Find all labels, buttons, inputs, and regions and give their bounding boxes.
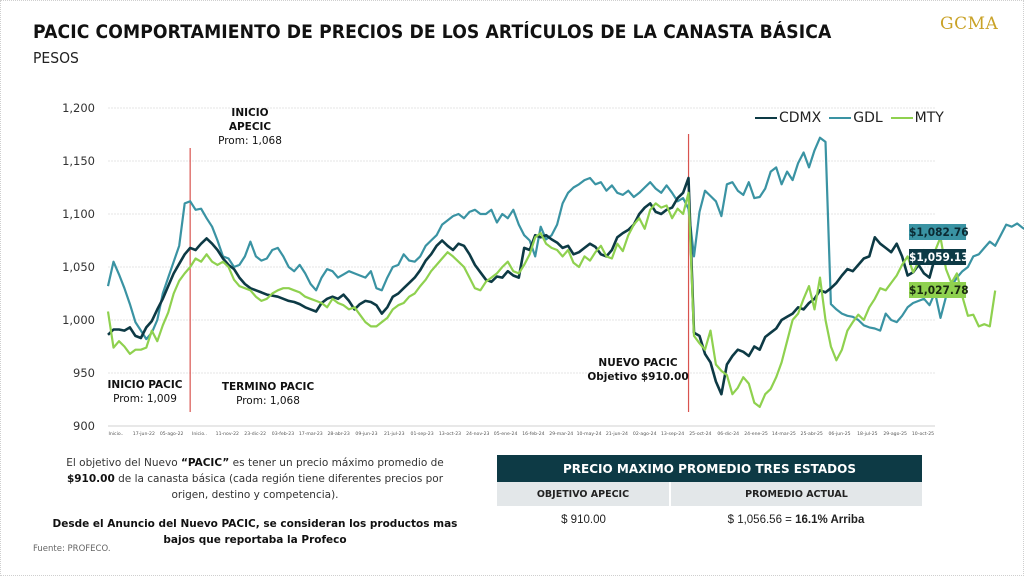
annotation-inicio-pacic-avg: Prom: 1,009 bbox=[113, 393, 177, 405]
y-axis-ticks: 900 950 1,000 1,050 1,100 1,150 1,200 bbox=[62, 101, 95, 433]
x-tick-label: 10-oct-25 bbox=[912, 431, 934, 437]
x-tick-label: 16-feb-24 bbox=[522, 431, 544, 437]
x-tick-label: Inicio.. bbox=[192, 431, 207, 437]
value-promedio: $ 1,056.56 = 16.1% Arriba bbox=[670, 506, 922, 534]
series-line-cdmx bbox=[107, 176, 937, 396]
page-subtitle: PESOS bbox=[33, 49, 79, 67]
legend-item-mty: MTY bbox=[890, 110, 944, 126]
col-header-promedio: PROMEDIO ACTUAL bbox=[669, 482, 922, 506]
x-tick-label: 29-ago-25 bbox=[883, 431, 907, 437]
x-tick-label: 05-ago-22 bbox=[160, 431, 184, 437]
x-tick-label: 06-dic-24 bbox=[717, 431, 739, 437]
x-tick-label: 18-jul-25 bbox=[857, 431, 878, 437]
annotation-termino-pacic: TERMINO PACIC Prom: 1,068 bbox=[218, 380, 318, 408]
annotation-inicio-apecic-line1: INICIO bbox=[231, 107, 269, 119]
legend-item-cdmx: CDMX bbox=[755, 110, 821, 126]
x-tick-label: Inicio.. bbox=[109, 431, 124, 437]
page-title: PACIC COMPORTAMIENTO DE PRECIOS DE LOS A… bbox=[33, 22, 832, 43]
annotation-inicio-apecic-line2: APECIC bbox=[228, 121, 272, 133]
series-lines bbox=[106, 136, 1024, 408]
y-tick-label: 1,000 bbox=[62, 313, 95, 327]
end-label-cdmx: $1,059.13 bbox=[909, 249, 969, 265]
annotation-inicio-apecic: INICIO APECIC Prom: 1,068 bbox=[205, 106, 295, 148]
col-header-objetivo: OBJETIVO APECIC bbox=[497, 482, 671, 506]
annotation-nuevo-pacic-line1: NUEVO PACIC bbox=[598, 357, 678, 369]
y-tick-label: 1,050 bbox=[62, 260, 95, 274]
objective-note: El objetivo del Nuevo “PACIC” es tener u… bbox=[50, 455, 460, 503]
legend-swatch-gdl bbox=[829, 116, 852, 120]
annotation-inicio-pacic-line1: INICIO PACIC bbox=[107, 379, 183, 391]
y-tick-label: 1,200 bbox=[62, 101, 95, 115]
x-tick-label: 29-mar-24 bbox=[549, 431, 573, 437]
grid-lines bbox=[108, 107, 935, 427]
annotation-inicio-apecic-avg: Prom: 1,068 bbox=[218, 135, 282, 147]
note-text: de la canasta básica (cada región tiene … bbox=[114, 473, 444, 501]
x-tick-label: 24-ene-25 bbox=[744, 431, 768, 437]
legend-swatch-mty bbox=[890, 116, 913, 120]
note-text: El objetivo del Nuevo bbox=[66, 457, 181, 469]
y-tick-label: 900 bbox=[73, 419, 95, 433]
end-label-gdl: $1,082.76 bbox=[909, 224, 969, 240]
y-tick-label: 950 bbox=[73, 366, 95, 380]
x-axis-ticks: Inicio.. 17-jun-22 05-ago-22 Inicio.. 11-nov… bbox=[109, 431, 935, 437]
summary-table-title: PRECIO MAXIMO PROMEDIO TRES ESTADOS bbox=[497, 455, 922, 482]
annotation-inicio-pacic: INICIO PACIC Prom: 1,009 bbox=[100, 378, 190, 406]
annotation-nuevo-pacic-line2: Objetivo $910.00 bbox=[587, 371, 689, 383]
gcma-logo: GCMA bbox=[940, 14, 999, 34]
source-note: Fuente: PROFECO. bbox=[33, 544, 111, 554]
x-tick-label: 21-jul-23 bbox=[384, 431, 405, 437]
series-line-gdl bbox=[106, 136, 1024, 341]
x-tick-label: 10-may-24 bbox=[577, 431, 602, 437]
legend-swatch-cdmx bbox=[755, 116, 777, 120]
legend-item-gdl: GDL bbox=[829, 110, 883, 126]
x-tick-label: 17-mar-23 bbox=[299, 431, 323, 437]
x-tick-label: 05-ene-24 bbox=[494, 431, 518, 437]
x-tick-label: 25-oct-24 bbox=[689, 431, 711, 437]
x-tick-label: 23-dic-22 bbox=[244, 431, 266, 437]
x-tick-label: 14-mar-25 bbox=[772, 431, 796, 437]
value-objetivo: $ 910.00 bbox=[561, 514, 606, 526]
note-pacic-bold: “PACIC” bbox=[180, 457, 230, 469]
series-line-mty bbox=[106, 191, 997, 408]
x-tick-label: 02-ago-24 bbox=[633, 431, 657, 437]
x-tick-label: 17-jun-22 bbox=[133, 431, 155, 437]
legend-label-mty: MTY bbox=[914, 110, 944, 126]
x-tick-label: 25-abr-25 bbox=[801, 431, 823, 437]
note-text: es tener un precio máximo promedio de bbox=[229, 457, 444, 469]
annotation-termino-pacic-line1: TERMINO PACIC bbox=[221, 381, 315, 393]
x-tick-label: 11-nov-22 bbox=[216, 431, 239, 437]
x-tick-label: 09-jun-23 bbox=[355, 431, 377, 437]
methodology-note: Desde el Anuncio del Nuevo PACIC, se con… bbox=[52, 518, 458, 546]
chart-legend: CDMX GDL MTY bbox=[755, 110, 944, 126]
end-label-mty: $1,027.78 bbox=[909, 282, 969, 298]
x-tick-label: 13-oct-23 bbox=[439, 431, 461, 437]
summary-table: PRECIO MAXIMO PROMEDIO TRES ESTADOS OBJE… bbox=[497, 455, 922, 534]
x-tick-label: 21-jun-24 bbox=[606, 431, 628, 437]
y-tick-label: 1,100 bbox=[62, 207, 95, 221]
value-promedio-amount: $ 1,056.56 = bbox=[727, 514, 792, 526]
x-tick-label: 13-sep-24 bbox=[661, 431, 684, 437]
annotation-termino-pacic-avg: Prom: 1,068 bbox=[236, 395, 300, 407]
note-target-bold: $910.00 bbox=[66, 473, 115, 485]
legend-label-gdl: GDL bbox=[853, 110, 883, 126]
legend-label-cdmx: CDMX bbox=[779, 110, 822, 126]
annotation-nuevo-pacic: NUEVO PACIC Objetivo $910.00 bbox=[578, 356, 698, 384]
x-tick-label: 03-feb-23 bbox=[272, 431, 294, 437]
x-tick-label: 28-abr-23 bbox=[327, 431, 349, 437]
x-tick-label: 06-jun-25 bbox=[828, 431, 850, 437]
x-tick-label: 24-nov-23 bbox=[466, 431, 489, 437]
y-tick-label: 1,150 bbox=[62, 154, 95, 168]
x-tick-label: 01-sep-23 bbox=[411, 431, 434, 437]
value-promedio-diff: 16.1% Arriba bbox=[795, 514, 865, 526]
